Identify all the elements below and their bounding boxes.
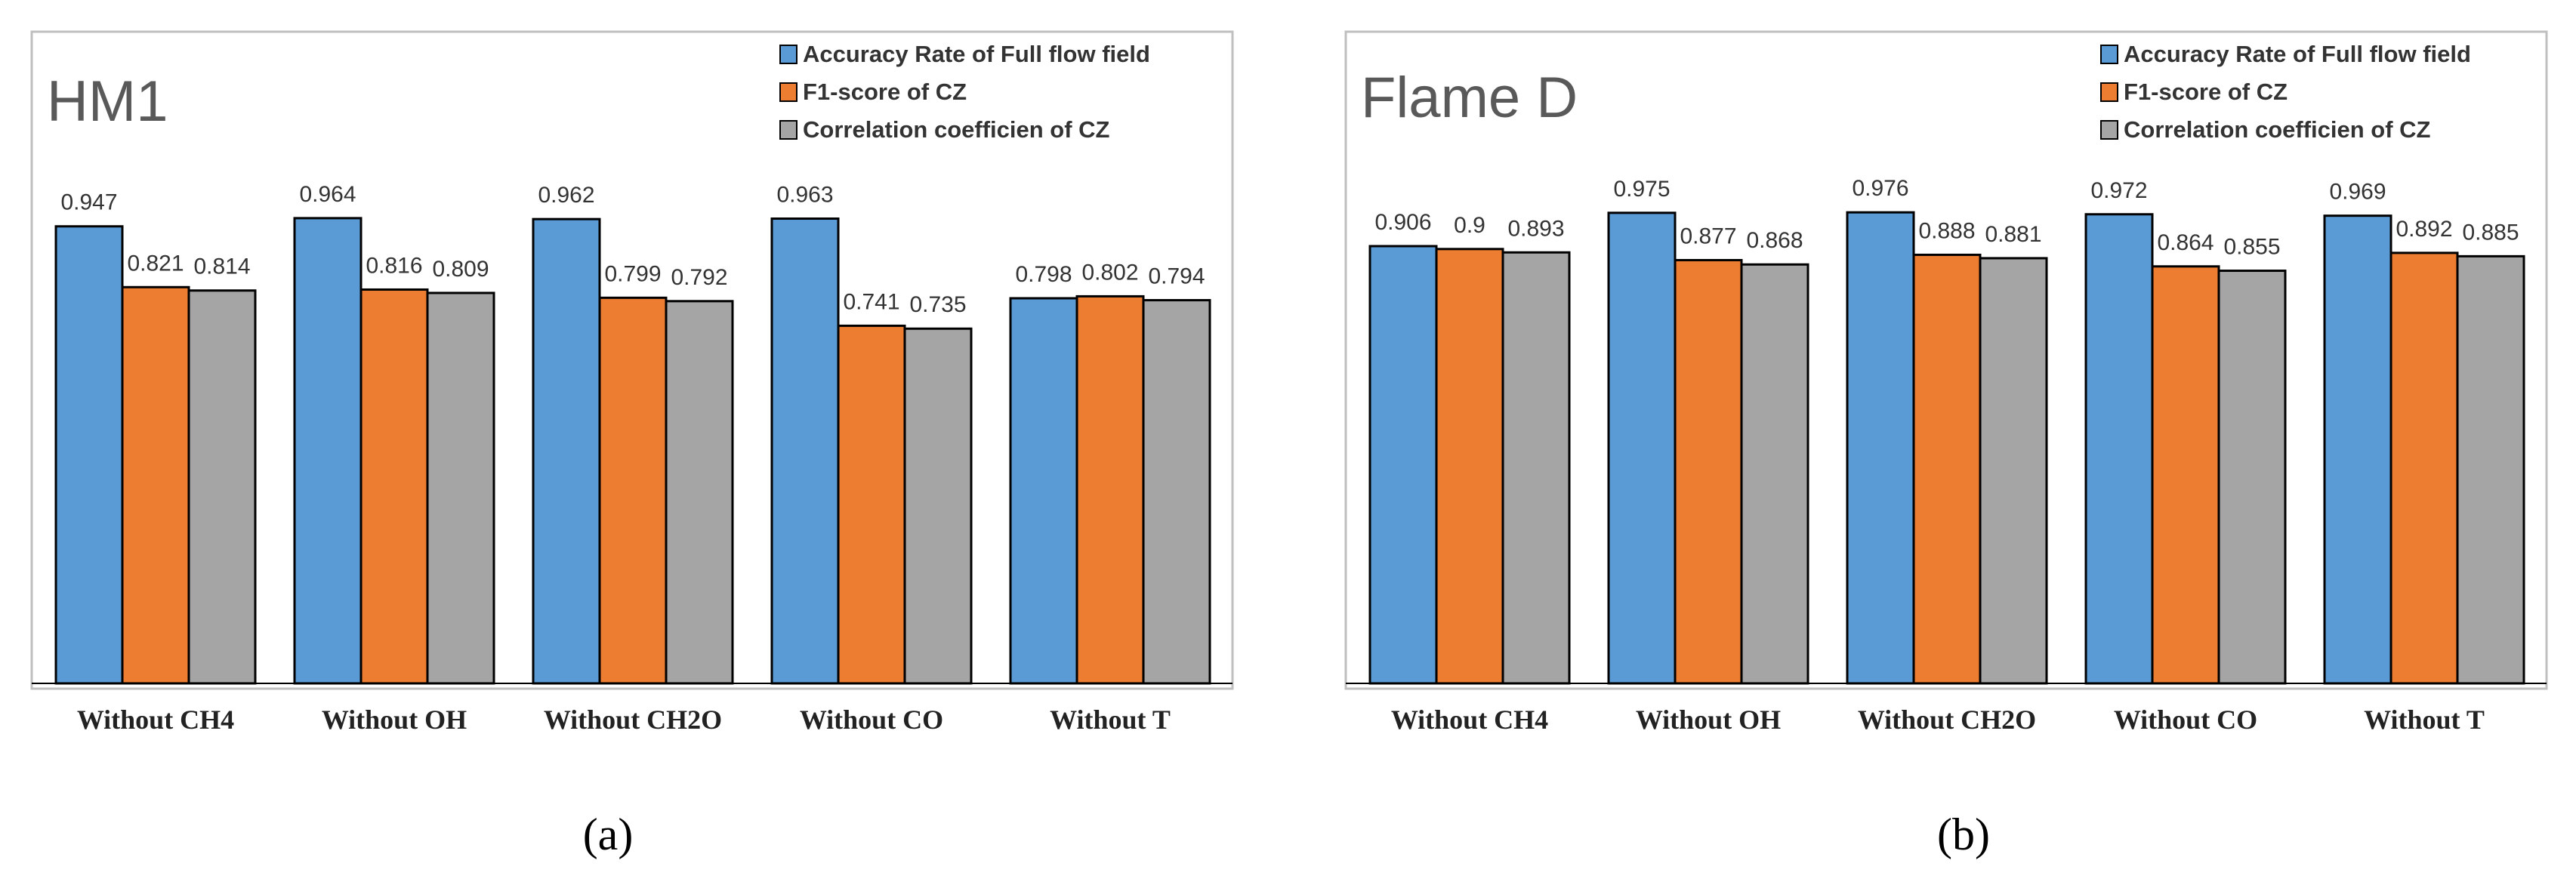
bar	[2389, 251, 2459, 685]
data-label: 0.9	[1454, 213, 1485, 238]
bar	[1435, 248, 1504, 685]
legend-label: F1-score of CZ	[803, 79, 967, 105]
chart-title: Flame D	[1361, 66, 1578, 130]
category-tick-label: Without T	[2364, 705, 2485, 735]
bar	[598, 296, 668, 685]
data-label: 0.962	[538, 183, 594, 208]
data-label: 0.969	[2329, 180, 2386, 205]
panel-caption: (a)	[583, 809, 634, 859]
data-label: 0.814	[193, 254, 250, 279]
data-label: 0.963	[776, 183, 833, 208]
data-label: 0.877	[1680, 224, 1736, 248]
bar	[187, 289, 257, 685]
category-tick-label: Without CH4	[1391, 705, 1548, 735]
bar	[2151, 265, 2220, 685]
bar	[2323, 214, 2392, 685]
legend-label: Accuracy Rate of Full flow field	[2124, 41, 2471, 67]
legend-label: Correlation coefficien of CZ	[803, 116, 1110, 143]
bar	[837, 324, 906, 685]
bar	[426, 291, 495, 685]
bar	[359, 288, 429, 685]
data-label: 0.885	[2462, 220, 2519, 245]
data-label: 0.964	[299, 182, 356, 207]
category-tick-label: Without OH	[1636, 705, 1781, 735]
data-label: 0.947	[60, 190, 117, 215]
legend-swatch	[779, 120, 797, 140]
bar	[903, 327, 973, 685]
data-label: 0.809	[432, 257, 489, 282]
category-tick-label: Without OH	[322, 705, 467, 735]
legend-label: Accuracy Rate of Full flow field	[803, 41, 1150, 67]
bar	[2217, 270, 2287, 685]
category-tick-label: Without CH2O	[1858, 705, 2036, 735]
category-tick-label: Without T	[1050, 705, 1171, 735]
data-label: 0.735	[909, 292, 966, 317]
bar	[2456, 254, 2525, 685]
data-label: 0.975	[1613, 177, 1670, 202]
legend-swatch	[2100, 120, 2118, 140]
data-label: 0.972	[2090, 178, 2147, 203]
legend-label: F1-score of CZ	[2124, 79, 2288, 105]
panel-caption: (b)	[1937, 809, 1990, 859]
bar	[121, 285, 190, 685]
chart-panel-b: Flame D Accuracy Rate of Full flow field F…	[1344, 30, 2548, 859]
category-tick-label: Without CH4	[77, 705, 234, 735]
data-label: 0.794	[1148, 264, 1205, 289]
data-label: 0.881	[1985, 222, 2041, 247]
data-label: 0.893	[1507, 216, 1564, 241]
data-label: 0.868	[1746, 228, 1803, 253]
category-tick-label: Without CH2O	[544, 705, 722, 735]
chart-panel-a: HM1 Accuracy Rate of Full flow field F1-sc…	[30, 30, 1234, 859]
data-label: 0.802	[1081, 260, 1138, 285]
data-label: 0.792	[671, 265, 727, 290]
bar	[1142, 299, 1211, 685]
data-label: 0.906	[1374, 210, 1431, 235]
bar	[532, 217, 601, 685]
bar	[293, 217, 362, 685]
data-label: 0.976	[1852, 176, 1908, 201]
legend-swatch	[779, 45, 797, 64]
legend-swatch	[2100, 45, 2118, 64]
legend-label: Correlation coefficien of CZ	[2124, 116, 2431, 143]
data-label: 0.816	[366, 253, 422, 278]
chart-title: HM1	[47, 69, 168, 134]
data-label: 0.741	[843, 289, 899, 314]
bar	[1075, 294, 1145, 685]
bar	[2084, 213, 2154, 685]
bar	[1501, 251, 1571, 685]
bar	[665, 300, 734, 685]
data-label: 0.864	[2157, 230, 2214, 255]
plot-frame	[1344, 30, 2548, 690]
data-label: 0.888	[1918, 218, 1975, 243]
bar	[1607, 211, 1677, 685]
data-label: 0.892	[2396, 217, 2452, 242]
legend-swatch	[779, 82, 797, 102]
bar	[770, 217, 840, 685]
data-label: 0.821	[127, 251, 184, 276]
data-label: 0.798	[1015, 262, 1072, 287]
bar	[1009, 297, 1078, 685]
bar	[1846, 211, 1915, 685]
bar	[1674, 258, 1743, 685]
data-label: 0.799	[604, 261, 661, 286]
bar	[1740, 263, 1809, 685]
bar	[54, 225, 124, 685]
category-tick-label: Without CO	[800, 705, 943, 735]
bar	[1979, 257, 2048, 685]
bar	[1912, 253, 1982, 685]
category-tick-label: Without CO	[2114, 705, 2257, 735]
plot-frame	[30, 30, 1234, 690]
legend-swatch	[2100, 82, 2118, 102]
bar	[1368, 245, 1438, 685]
data-label: 0.855	[2223, 235, 2280, 260]
